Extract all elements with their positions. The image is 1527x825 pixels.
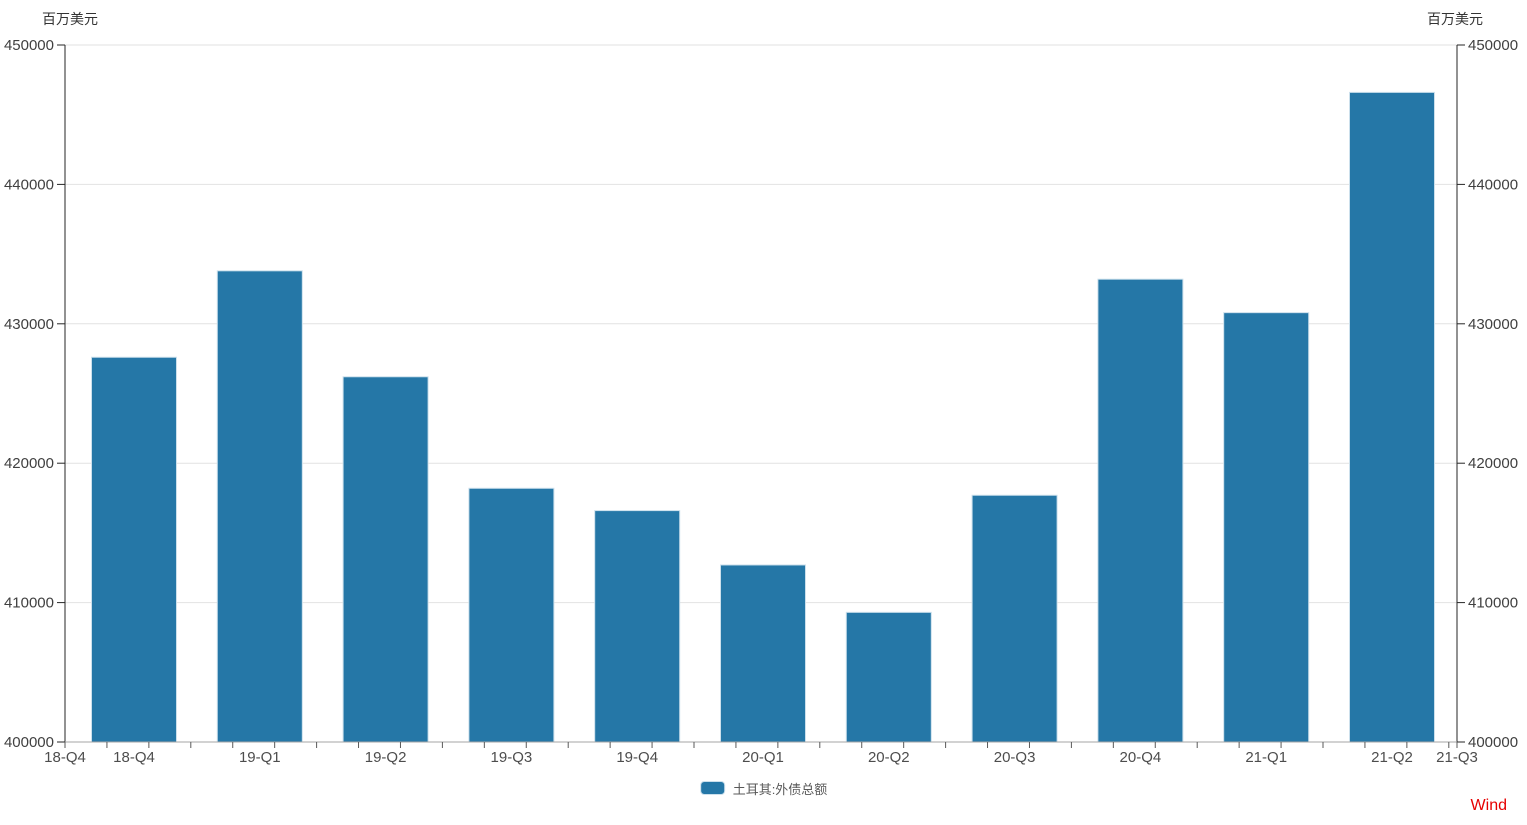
x-axis-label: 19-Q3 [491, 749, 533, 766]
y-axis-tick-label-left: 440000 [4, 176, 54, 193]
x-axis-label: 20-Q3 [994, 749, 1036, 766]
bar[interactable] [845, 611, 932, 743]
y-axis-tick-label-left: 420000 [4, 455, 54, 472]
x-axis-label: 21-Q1 [1245, 749, 1287, 766]
wind-watermark: Wind [1470, 797, 1507, 814]
bar[interactable] [1223, 312, 1310, 743]
bar[interactable] [1349, 91, 1435, 743]
bar[interactable] [216, 270, 303, 743]
x-axis-label: 20-Q1 [742, 749, 784, 766]
y-axis-tick-label-left: 400000 [4, 734, 54, 751]
x-axis-label: 19-Q1 [239, 749, 281, 766]
x-axis-label: 21-Q3 [1436, 749, 1478, 766]
bar[interactable] [91, 356, 177, 743]
bar[interactable] [971, 494, 1058, 743]
legend[interactable]: 土耳其:外债总额 [699, 779, 828, 797]
y-axis-tick-label-right: 440000 [1468, 176, 1518, 193]
y-axis-tick-label-right: 430000 [1468, 316, 1518, 333]
plot-area: 400000 400000 410000 410000 420000 420000 4300… [4, 37, 1518, 766]
legend-label: 土耳其:外债总额 [732, 781, 828, 797]
y-axis-tick-label-right: 400000 [1468, 734, 1518, 751]
bar[interactable] [594, 510, 681, 743]
bar[interactable] [1097, 278, 1184, 743]
y-axis-tick-label-left: 450000 [4, 37, 54, 54]
x-axis-label: 20-Q4 [1120, 749, 1162, 766]
x-axis-label: 19-Q4 [616, 749, 658, 766]
left-axis-unit-label: 百万美元 [42, 11, 98, 27]
bar[interactable] [342, 376, 429, 743]
y-axis-tick-label-left: 410000 [4, 595, 54, 612]
y-axis-tick-label-right: 420000 [1468, 455, 1518, 472]
y-axis-tick-label-right: 450000 [1468, 37, 1518, 54]
x-axis-label: 19-Q2 [365, 749, 407, 766]
y-axis-tick-label-left: 430000 [4, 316, 54, 333]
right-axis-unit-label: 百万美元 [1427, 11, 1483, 27]
y-axis-tick-label-right: 410000 [1468, 595, 1518, 612]
legend-swatch [699, 781, 725, 795]
x-axis-label: 18-Q4 [113, 749, 155, 766]
bar-chart-canvas: 百万美元 百万美元 400000 400000 410000 410000 420000… [4, 11, 1518, 766]
bar[interactable] [720, 564, 806, 743]
x-axis-label: 20-Q2 [868, 749, 910, 766]
x-axis-label: 21-Q2 [1371, 749, 1413, 766]
x-axis-label: 18-Q4 [44, 749, 86, 766]
bar[interactable] [468, 487, 555, 743]
